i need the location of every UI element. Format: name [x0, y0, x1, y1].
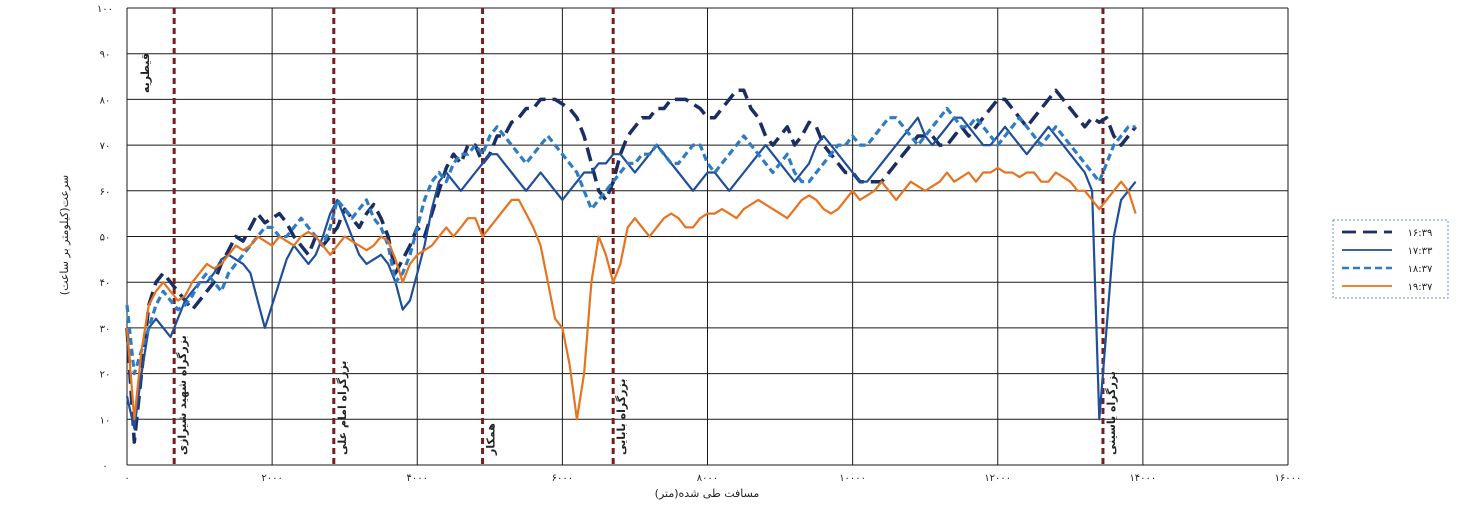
legend: ۱۶:۳۹ ۱۷:۳۳ ۱۸:۳۷ ۱۹:۳۷ [1332, 219, 1449, 299]
series-line-3 [125, 106, 1136, 376]
x-tick-label: ۴۰۰۰ [407, 473, 428, 484]
annotation-label: بزرگراه بابایی [615, 379, 628, 455]
x-tick-label: ۸۰۰۰ [697, 473, 718, 484]
grid [126, 7, 1289, 466]
x-tick-label: ۲۰۰۰ [261, 473, 282, 484]
y-tick-label: ۰ [102, 461, 107, 472]
y-tick-label: ۲۰ [100, 370, 111, 381]
annotation-label: همکار [485, 423, 498, 456]
x-tick-label: ۶۰۰۰ [552, 473, 573, 484]
tick-labels: ۰ ۱۰ ۲۰ ۳۰ ۴۰ ۵۰ ۶۰ ۷۰ ۸۰ ۹۰ ۱۰۰ ۰ ۲۰۰۰ ۴۰۰۰ ۶۰۰۰ ۸۰۰۰ ۱… [97, 4, 1301, 484]
series-line-1 [125, 88, 1137, 444]
annotation-label: بزرگراه امام علی [336, 361, 349, 455]
y-tick-label: ۹۰ [100, 50, 111, 61]
annotation-label: بزرگراه یاسینی [1105, 371, 1118, 455]
y-tick-label: ۵۰ [100, 233, 111, 244]
x-tick-label: ۱۴۰۰۰ [1129, 473, 1156, 484]
legend-label: ۱۸:۳۷ [1408, 264, 1433, 275]
y-tick-label: ۸۰ [100, 95, 111, 106]
annotation-label: قیطریه [139, 53, 152, 93]
x-tick-label: ۰ [124, 473, 129, 484]
series-line-4 [125, 166, 1137, 421]
y-tick-label: ۶۰ [100, 187, 111, 198]
series-line-2 [125, 116, 1137, 430]
x-tick-label: ۱۶۰۰۰ [1275, 473, 1302, 484]
y-tick-label: ۱۰ [100, 415, 111, 426]
legend-label: ۱۶:۳۹ [1408, 228, 1433, 239]
y-tick-label: ۷۰ [100, 141, 111, 152]
y-tick-label: ۴۰ [100, 278, 111, 289]
legend-label: ۱۷:۳۳ [1408, 246, 1433, 257]
y-axis-title: سرعت(کیلومتر بر ساعت) [58, 175, 71, 295]
series-layer [125, 88, 1137, 444]
x-tick-label: ۱۲۰۰۰ [984, 473, 1011, 484]
y-tick-label: ۱۰۰ [97, 4, 113, 15]
x-axis-title: مسافت طی شده(متر) [655, 487, 760, 500]
x-tick-label: ۱۰۰۰۰ [839, 473, 866, 484]
annotation-layer: قیطریه بزرگراه شهید شیرازی بزرگراه امام عل… [139, 8, 1118, 465]
legend-label: ۱۹:۳۷ [1408, 282, 1433, 293]
y-tick-label: ۳۰ [100, 324, 111, 335]
annotation-label: بزرگراه شهید شیرازی [176, 335, 189, 455]
